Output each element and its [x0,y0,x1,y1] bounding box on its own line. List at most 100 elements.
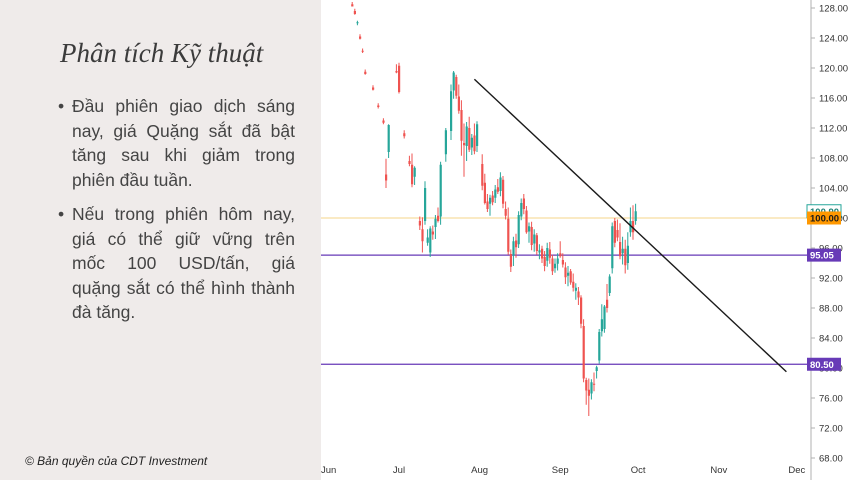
price-tag [807,248,841,262]
candle-body [520,203,523,217]
candle-body [613,221,616,243]
y-tick-label: 116.00 [819,94,847,105]
candle-body [593,383,596,385]
candle-body [595,367,598,371]
y-tick-label: 88.00 [819,304,843,315]
candle-body [577,291,580,298]
candle-body [533,234,536,244]
candle-body [465,126,468,146]
candle-body [502,179,505,204]
candle-body [413,167,416,177]
candle-body [587,389,590,396]
candle-body [574,287,577,291]
candle-body [359,36,362,39]
candle-body [385,174,388,181]
candle-body [572,281,575,288]
y-tick-label: 128.00 [819,4,848,15]
candle-body [522,198,525,209]
candle-body [382,120,385,123]
candle-body [590,382,593,394]
candle-body [546,248,549,261]
candle-body [470,137,473,148]
candle-body [457,96,460,111]
candle-body [356,22,359,24]
y-tick-label: 72.00 [819,424,843,435]
candle-body [554,263,557,269]
bullet-item: Nếu trong phiên hôm nay, giá có thể giữ … [58,202,295,325]
candle-body [426,237,429,243]
left-panel: Phân tích Kỹ thuật Đầu phiên giao dịch s… [0,0,321,480]
candle-body [530,227,533,245]
candle-body [496,187,499,192]
candle-body [538,250,541,253]
candle-body [515,240,518,248]
candle-body [489,197,492,204]
candle-body [483,182,486,203]
x-tick-label: Jun [321,465,336,476]
candle-body [398,65,401,92]
copyright-text: © Bản quyền của CDT Investment [25,454,208,468]
candle-body [541,248,544,259]
y-tick-label: 120.00 [819,64,848,75]
x-tick-label: Dec [788,465,805,476]
candle-body [439,164,442,217]
candle-body [585,380,588,391]
bullet-list: Đầu phiên giao dịch sáng nay, giá Quặng … [58,94,295,335]
candle-body [619,242,622,257]
candle-body [450,91,453,131]
candle-body [535,235,538,251]
candle-body [494,189,497,198]
y-tick-label: 84.00 [819,334,843,345]
candle-body [598,332,601,361]
candle-body [473,135,476,152]
candle-body [476,124,479,146]
candle-body [491,195,494,203]
bullet-item: Đầu phiên giao dịch sáng nay, giá Quặng … [58,94,295,192]
x-tick-label: Oct [631,465,646,476]
candle-body [353,11,356,14]
candle-body [603,306,606,329]
candle-body [486,201,489,209]
candle-body [569,271,572,283]
price-tag [807,211,841,225]
candle-body [611,226,614,269]
candle-body [559,253,562,257]
trendline [473,78,787,373]
candle-body [507,218,510,252]
candle-body [616,230,619,238]
candle-body [499,177,502,191]
candle-body [629,221,632,233]
candle-body [626,245,629,263]
candle-body [377,105,380,107]
y-tick-label: 68.00 [819,454,843,465]
candle-body [551,258,554,272]
y-tick-label: 112.00 [819,124,847,135]
candle-body [437,215,440,221]
candle-body [580,297,583,324]
x-tick-label: Nov [710,465,727,476]
y-tick-label: 108.00 [819,154,848,165]
candle-body [418,221,421,226]
candle-body [528,226,531,232]
page-title: Phân tích Kỹ thuật [60,38,264,68]
candle-body [606,299,609,308]
candle-body [408,161,411,164]
x-tick-label: Aug [471,465,488,476]
candle-body [582,326,585,379]
candle-body [567,272,570,276]
candle-body [431,231,434,235]
candle-body [632,221,635,233]
candle-body [468,128,471,150]
candle-body [387,125,390,152]
y-tick-label: 124.00 [819,34,848,45]
price-tag-label: 100.00 [810,214,839,225]
candle-body [624,248,627,266]
y-tick-label: 104.00 [819,184,848,195]
candle-body [509,254,512,267]
candle-body [556,258,559,264]
price-tag [807,357,841,371]
candle-body [444,130,447,155]
candle-body [512,241,515,256]
candle-body [621,248,624,254]
x-tick-label: Sep [552,465,569,476]
